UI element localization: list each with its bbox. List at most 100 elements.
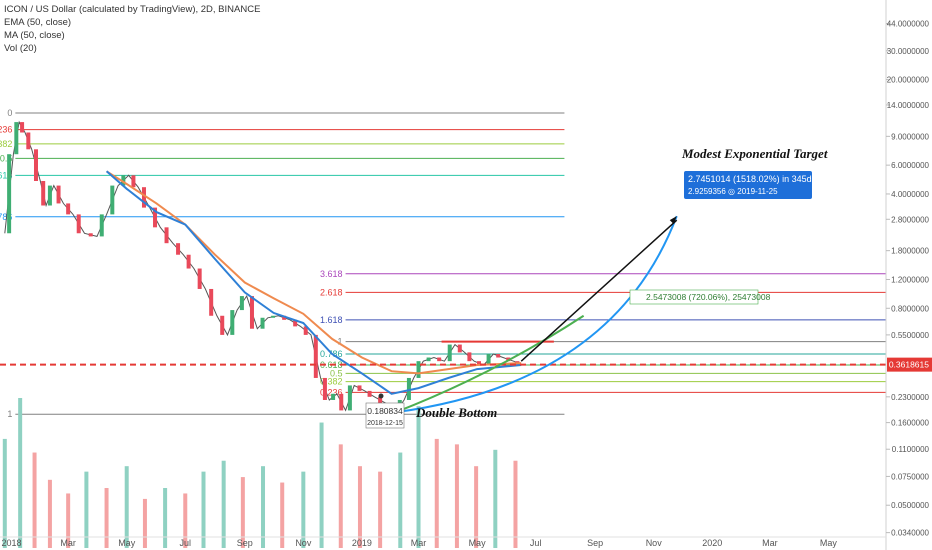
candle — [209, 288, 214, 316]
volume-bar — [434, 438, 439, 548]
target-arrow — [520, 219, 678, 362]
candle — [7, 154, 12, 234]
exponential-target-label: Modest Exponential Target — [681, 146, 828, 161]
fib-label: 0.5 — [0, 153, 12, 163]
candle — [249, 296, 254, 329]
x-tick-label: May — [820, 538, 838, 548]
y-tick-label: 2.8000000 — [891, 215, 929, 224]
candle — [426, 357, 431, 362]
volume-bar — [338, 444, 343, 548]
candle — [153, 207, 158, 228]
candle — [282, 315, 287, 320]
legend-volume[interactable]: Vol (20) — [4, 43, 37, 54]
x-tick-label: 2019 — [352, 538, 372, 548]
fib-label: 0.236 — [320, 387, 343, 397]
y-tick-label: 30.0000000 — [887, 47, 930, 56]
y-tick-label: 0.0340000 — [891, 529, 929, 538]
target-box-line1: 2.7451014 (1518.02%) in 345d — [688, 174, 812, 184]
volume-bar — [301, 471, 306, 548]
candle — [406, 377, 411, 400]
candle — [141, 187, 146, 208]
ema-line — [106, 170, 522, 375]
x-tick-label: Sep — [587, 538, 603, 548]
candle — [476, 361, 481, 365]
candle — [347, 385, 352, 411]
candle — [331, 393, 336, 400]
y-tick-label: 14.0000000 — [887, 101, 930, 110]
candle — [88, 233, 93, 237]
y-tick-label: 0.0500000 — [891, 501, 929, 510]
fib-label: 0.236 — [0, 125, 12, 135]
y-tick-label: 0.1100000 — [892, 445, 930, 454]
candle — [99, 214, 104, 237]
target-arrowhead — [669, 216, 677, 225]
candle — [457, 344, 462, 353]
fib-label: 0.382 — [0, 139, 12, 149]
x-tick-label: Mar — [762, 538, 778, 548]
y-tick-label: 4.0000000 — [891, 190, 929, 199]
volume-bar — [32, 452, 37, 548]
target-box-line2: 2.9259356 ◎ 2019-11-25 — [688, 187, 778, 196]
x-tick-label: Nov — [295, 538, 312, 548]
candle — [416, 361, 421, 378]
chart-legend: ICON / US Dollar (calculated by TradingV… — [4, 3, 260, 55]
volume-bar — [416, 406, 421, 548]
candle — [121, 175, 126, 186]
candle — [367, 390, 372, 397]
x-tick-label: 2020 — [702, 538, 722, 548]
candle — [76, 214, 81, 234]
candle — [230, 310, 235, 335]
fib-label: 1 — [7, 409, 12, 419]
volume-bar — [261, 466, 266, 548]
volume-bar — [454, 444, 459, 548]
candle — [66, 203, 71, 215]
x-tick-label: Mar — [60, 538, 76, 548]
candle — [496, 354, 501, 358]
double-bottom-label: Double Bottom — [415, 405, 497, 420]
y-tick-label: 0.2300000 — [891, 393, 929, 402]
candle — [260, 317, 265, 329]
y-tick-label: 6.0000000 — [891, 161, 929, 170]
moving-averages — [105, 170, 522, 395]
fib-label: 0 — [7, 108, 12, 118]
legend-ma[interactable]: MA (50, close) — [4, 30, 65, 41]
measure-box-text: 2.5473008 (720.06%), 25473008 — [646, 292, 771, 302]
candle — [20, 122, 25, 133]
fib-label: 1.618 — [320, 315, 343, 325]
candle — [220, 315, 225, 335]
ma-line — [105, 170, 522, 395]
candle — [339, 393, 344, 411]
candle — [41, 181, 46, 206]
green-trend-curve — [395, 314, 585, 414]
volume-bar — [47, 479, 52, 548]
candle — [303, 326, 308, 335]
candle — [467, 352, 472, 362]
low-box-line1: 0.180834 — [367, 406, 403, 416]
annotations: 2.7451014 (1518.02%) in 345d 2.9259356 ◎ … — [0, 146, 886, 429]
x-tick-label: Sep — [237, 538, 253, 548]
fib-label: 3.618 — [320, 269, 343, 279]
legend-ema[interactable]: EMA (50, close) — [4, 17, 72, 28]
candle — [357, 385, 362, 391]
current-price-badge — [887, 357, 932, 372]
target-box — [684, 171, 812, 199]
fib-label: 0.5 — [330, 368, 343, 378]
x-tick-label: Jul — [180, 538, 192, 548]
low-marker — [378, 393, 384, 399]
volume-bar — [493, 449, 498, 548]
volume-bar — [163, 488, 168, 548]
x-tick-label: May — [118, 538, 136, 548]
volume-bar — [124, 466, 129, 548]
candle — [47, 185, 52, 206]
fib-label: 2.618 — [320, 287, 343, 297]
candle — [197, 268, 202, 289]
measure-box — [629, 289, 759, 305]
volume-bar — [18, 398, 23, 548]
candle — [33, 149, 38, 181]
volume-bar — [513, 460, 518, 548]
candle — [486, 354, 491, 365]
candle — [14, 122, 19, 155]
candle — [26, 132, 31, 150]
